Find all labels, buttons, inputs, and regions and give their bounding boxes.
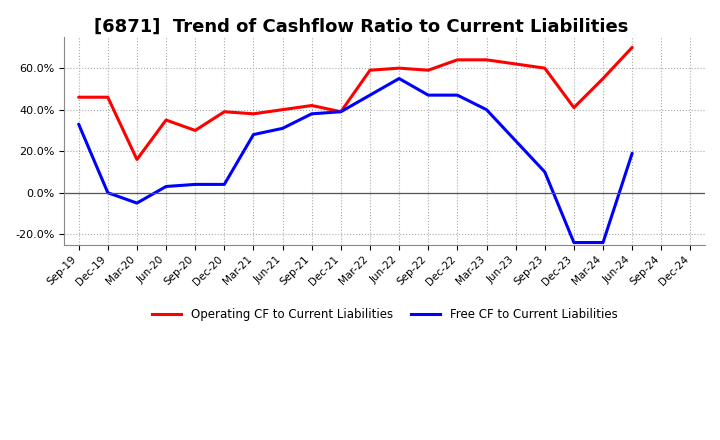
Legend: Operating CF to Current Liabilities, Free CF to Current Liabilities: Operating CF to Current Liabilities, Fre…	[147, 304, 622, 326]
Text: [6871]  Trend of Cashflow Ratio to Current Liabilities: [6871] Trend of Cashflow Ratio to Curren…	[94, 18, 628, 36]
